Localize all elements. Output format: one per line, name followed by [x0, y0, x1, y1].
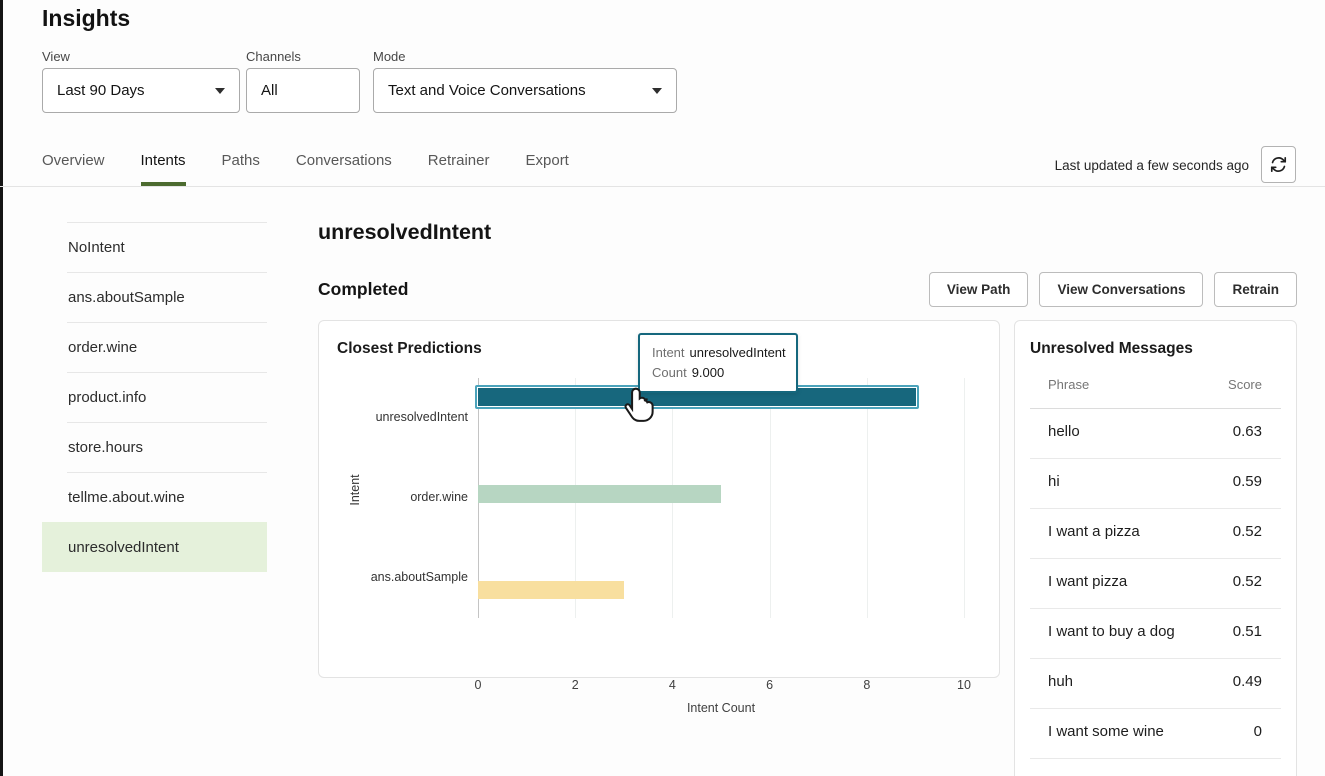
- refresh-icon: [1270, 156, 1287, 173]
- channels-filter-label: Channels: [246, 49, 301, 64]
- message-score: 0.51: [1232, 623, 1262, 640]
- bar-order.wine[interactable]: [478, 485, 721, 503]
- message-row[interactable]: huh 0.49: [1015, 659, 1296, 709]
- sidebar-item-unresolvedintent[interactable]: unresolvedIntent: [42, 522, 267, 572]
- window-edge: [0, 0, 3, 776]
- message-phrase: hi: [1048, 473, 1060, 490]
- message-row[interactable]: I want a pizza 0.52: [1015, 509, 1296, 559]
- gridline: [964, 378, 965, 618]
- message-score: 0: [1253, 723, 1262, 740]
- bar-fill: [478, 388, 917, 406]
- sidebar-item-store.hours[interactable]: store.hours: [42, 422, 267, 472]
- channels-input-value: All: [261, 82, 278, 99]
- x-tick-label: 4: [668, 678, 676, 692]
- tab-conversations[interactable]: Conversations: [295, 152, 392, 169]
- bar-ans.aboutSample[interactable]: [478, 581, 624, 599]
- intent-status-label: Completed: [318, 279, 409, 299]
- tab-intents[interactable]: Intents: [140, 152, 186, 186]
- gridline: [866, 378, 868, 618]
- message-phrase: huh: [1048, 673, 1074, 690]
- message-row[interactable]: I want some wine 0: [1015, 709, 1296, 759]
- closest-predictions-card: Closest Predictions Intent Intent Count …: [318, 320, 1000, 715]
- sidebar-item-nointent[interactable]: NoIntent: [42, 222, 267, 272]
- unresolved-messages-title: Unresolved Messages: [1030, 340, 1193, 357]
- action-buttons: View Path View Conversations Retrain: [928, 272, 1297, 307]
- view-path-button[interactable]: View Path: [928, 272, 1029, 307]
- mode-filter-label: Mode: [373, 49, 406, 64]
- message-row[interactable]: I want to buy a dog 0.51: [1015, 609, 1296, 659]
- x-axis-title: Intent Count: [686, 701, 756, 715]
- gridline: [769, 378, 771, 618]
- tab-overview[interactable]: Overview: [42, 152, 105, 169]
- message-score: 0.63: [1232, 423, 1262, 440]
- x-tick-label: 6: [766, 678, 774, 692]
- sidebar-item-ans.aboutsample[interactable]: ans.aboutSample: [42, 272, 267, 322]
- message-phrase: I want to buy a dog: [1048, 623, 1175, 640]
- chevron-down-icon: [215, 87, 225, 94]
- score-column-header: Score: [1228, 377, 1262, 392]
- sidebar-item-product.info[interactable]: product.info: [42, 372, 267, 422]
- last-updated-text: Last updated a few seconds ago: [1054, 158, 1249, 173]
- tab-export[interactable]: Export: [525, 152, 569, 169]
- sidebar-item-order.wine[interactable]: order.wine: [42, 322, 267, 372]
- y-category-label: ans.aboutSample: [370, 570, 468, 584]
- phrase-column-header: Phrase: [1048, 377, 1090, 392]
- tabbar: Overview Intents Paths Conversations Retrain…: [42, 152, 569, 186]
- x-tick-label: 10: [957, 678, 971, 692]
- sidebar-item-tellme.about.wine[interactable]: tellme.about.wine: [42, 472, 267, 522]
- tabbar-divider: [0, 186, 1325, 187]
- message-score: 0.52: [1232, 523, 1262, 540]
- mode-select-value: Text and Voice Conversations: [388, 82, 586, 99]
- message-phrase: I want pizza: [1048, 573, 1128, 590]
- view-select[interactable]: Last 90 Days: [42, 68, 240, 113]
- view-conversations-button[interactable]: View Conversations: [1039, 272, 1204, 307]
- message-row[interactable]: hi 0.59: [1015, 459, 1296, 509]
- tooltip-intent-label: Intent: [652, 345, 685, 360]
- message-score: 0.52: [1232, 573, 1262, 590]
- tooltip-intent-value: unresolvedIntent: [689, 345, 786, 360]
- hand-pointer-cursor-icon: [624, 387, 654, 422]
- message-score: 0.49: [1232, 673, 1262, 690]
- intent-detail-title: unresolvedIntent: [318, 220, 492, 244]
- x-tick-label: 8: [863, 678, 871, 692]
- messages-table-header: Phrase Score: [1015, 377, 1296, 409]
- page-title: Insights: [42, 5, 131, 31]
- message-row[interactable]: hello 0.63: [1015, 409, 1296, 459]
- messages-table-body: hello 0.63 hi 0.59 I want a pizza 0.52 I want …: [1015, 409, 1296, 759]
- retrain-button[interactable]: Retrain: [1214, 272, 1297, 307]
- view-select-value: Last 90 Days: [57, 82, 145, 99]
- bar-chart-plot: Intent Count 0 2 4 6 8 10 unresolvedIntent orde…: [371, 378, 971, 715]
- tab-paths[interactable]: Paths: [221, 152, 260, 169]
- view-filter-label: View: [42, 49, 70, 64]
- x-tick-label: 2: [571, 678, 579, 692]
- message-row[interactable]: I want pizza 0.52: [1015, 559, 1296, 609]
- chart-tooltip: Intent unresolvedIntent Count 9.000: [638, 333, 798, 394]
- refresh-button[interactable]: [1261, 146, 1296, 183]
- x-tick-label: 0: [474, 678, 482, 692]
- tooltip-count-label: Count: [652, 365, 687, 381]
- tab-retrainer[interactable]: Retrainer: [427, 152, 490, 169]
- y-category-label: unresolvedIntent: [375, 410, 468, 424]
- chart-title: Closest Predictions: [337, 340, 482, 357]
- unresolved-messages-card: Unresolved Messages Phrase Score hello 0.…: [1014, 320, 1297, 776]
- channels-input[interactable]: All: [246, 68, 360, 113]
- message-score: 0.59: [1232, 473, 1262, 490]
- intent-list: NoIntent ans.aboutSample order.wine product…: [42, 222, 267, 572]
- chevron-down-icon: [652, 87, 662, 94]
- message-phrase: I want a pizza: [1048, 523, 1140, 540]
- tooltip-count-value: 9.000: [691, 365, 725, 381]
- y-category-label: order.wine: [410, 490, 468, 504]
- message-phrase: hello: [1048, 423, 1080, 440]
- mode-select[interactable]: Text and Voice Conversations: [373, 68, 677, 113]
- message-phrase: I want some wine: [1048, 723, 1164, 740]
